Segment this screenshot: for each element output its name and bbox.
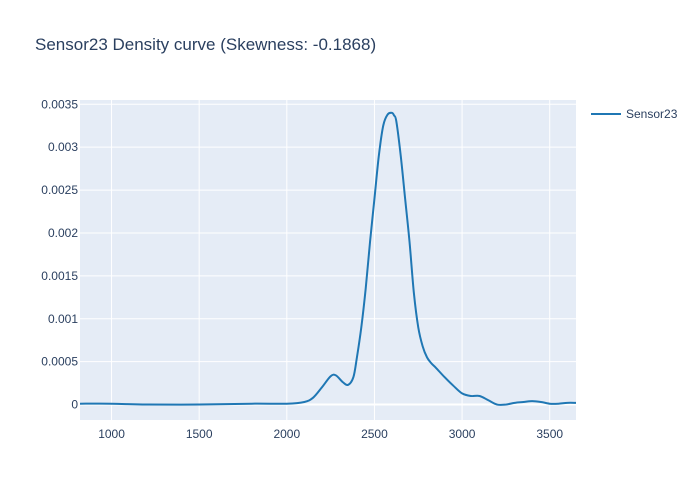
plot-area	[80, 100, 576, 420]
y-tick-label: 0.0015	[41, 269, 78, 283]
y-tick-label: 0.003	[48, 140, 78, 154]
legend-label-sensor23: Sensor23	[626, 107, 678, 121]
x-tick-label: 2000	[273, 427, 300, 441]
chart-title: Sensor23 Density curve (Skewness: -0.186…	[35, 35, 376, 54]
y-tick-label: 0	[71, 398, 78, 412]
y-tick-label: 0.002	[48, 226, 78, 240]
y-tick-label: 0.0035	[41, 97, 78, 111]
y-tick-label: 0.001	[48, 312, 78, 326]
x-tick-label: 3000	[449, 427, 476, 441]
x-tick-label: 2500	[361, 427, 388, 441]
x-tick-label: 1000	[98, 427, 125, 441]
legend[interactable]: Sensor23	[591, 107, 678, 121]
axis-tick-labels: 1000 1500 2000 2500 3000 3500 0 0.0005 0.001 0.00…	[41, 97, 563, 441]
x-tick-label: 1500	[186, 427, 213, 441]
x-tick-label: 3500	[536, 427, 563, 441]
y-tick-label: 0.0005	[41, 355, 78, 369]
series-layer	[80, 111, 576, 406]
y-tick-label: 0.0025	[41, 183, 78, 197]
series-line-sensor23[interactable]	[80, 111, 576, 406]
